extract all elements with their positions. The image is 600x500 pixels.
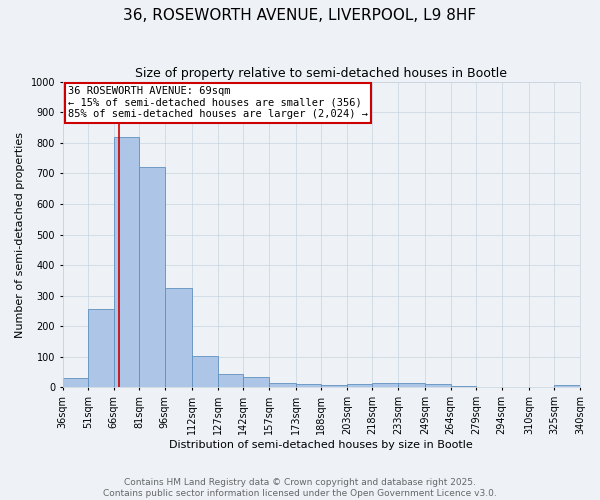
Text: Contains HM Land Registry data © Crown copyright and database right 2025.
Contai: Contains HM Land Registry data © Crown c… [103, 478, 497, 498]
Y-axis label: Number of semi-detached properties: Number of semi-detached properties [15, 132, 25, 338]
Bar [139, 168, 165, 388]
Bar [398, 383, 425, 388]
Bar [218, 374, 243, 388]
Bar [373, 383, 398, 388]
Bar [192, 356, 218, 388]
Bar [476, 386, 502, 388]
X-axis label: Distribution of semi-detached houses by size in Bootle: Distribution of semi-detached houses by … [169, 440, 473, 450]
Text: 36 ROSEWORTH AVENUE: 69sqm
← 15% of semi-detached houses are smaller (356)
85% o: 36 ROSEWORTH AVENUE: 69sqm ← 15% of semi… [68, 86, 368, 120]
Bar [554, 385, 580, 388]
Bar [243, 376, 269, 388]
Bar [165, 288, 192, 388]
Bar [296, 384, 322, 388]
Bar [502, 386, 529, 388]
Bar [425, 384, 451, 388]
Text: 36, ROSEWORTH AVENUE, LIVERPOOL, L9 8HF: 36, ROSEWORTH AVENUE, LIVERPOOL, L9 8HF [124, 8, 476, 22]
Bar [451, 386, 476, 388]
Bar [88, 310, 114, 388]
Bar [114, 136, 139, 388]
Bar [62, 378, 88, 388]
Bar [322, 386, 347, 388]
Title: Size of property relative to semi-detached houses in Bootle: Size of property relative to semi-detach… [136, 68, 508, 80]
Bar [269, 383, 296, 388]
Bar [347, 384, 373, 388]
